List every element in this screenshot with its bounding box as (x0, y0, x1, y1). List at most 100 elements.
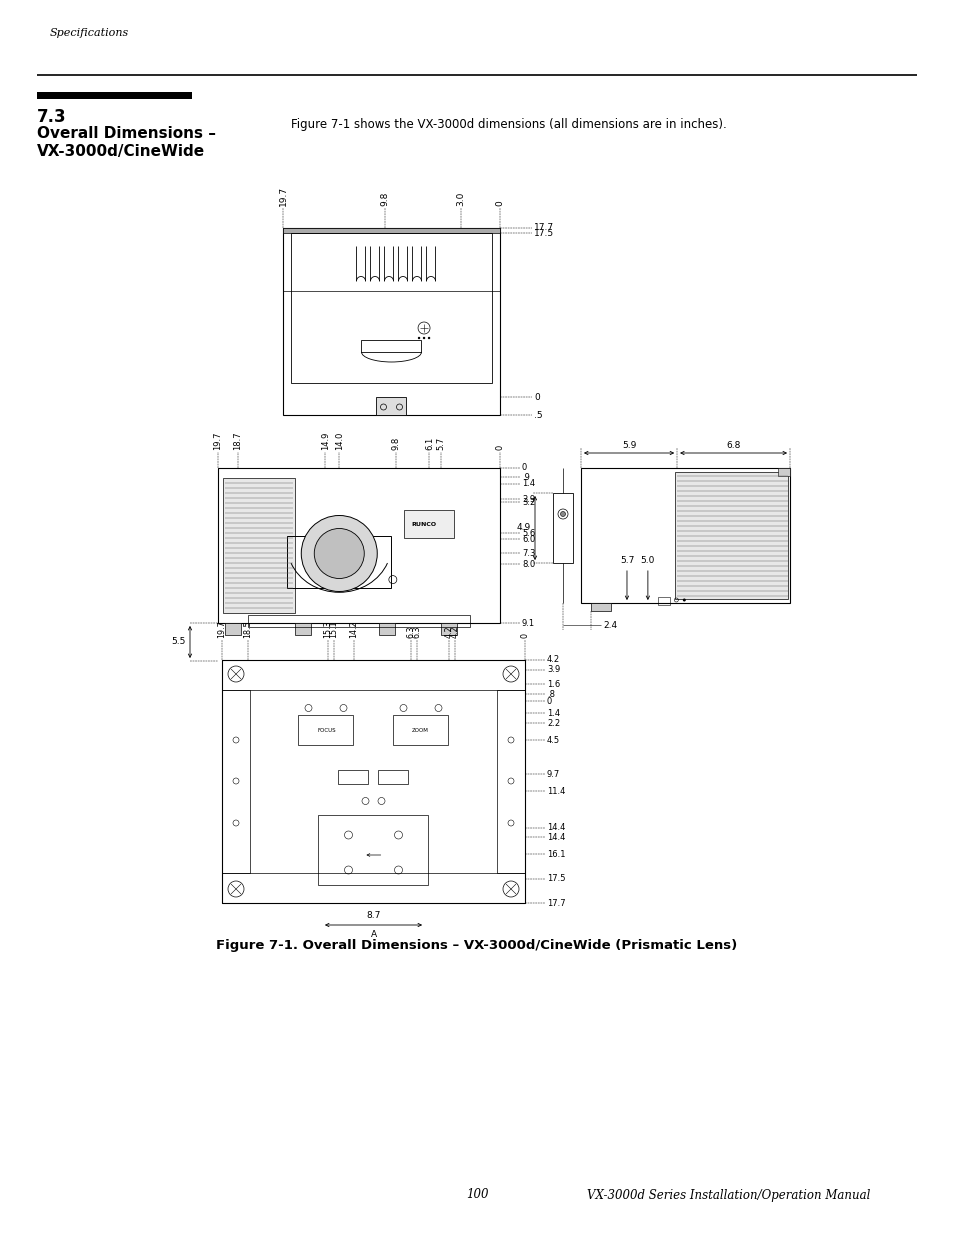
Text: 9.8: 9.8 (380, 191, 389, 206)
Bar (590, 603, 610, 611)
Text: .8: .8 (546, 689, 555, 699)
Bar (361, 340, 421, 352)
Text: 19.7: 19.7 (278, 186, 287, 206)
Text: .9: .9 (521, 473, 529, 482)
Text: FOCUS: FOCUS (316, 727, 335, 732)
Text: 15.3: 15.3 (323, 620, 333, 638)
Bar (580, 468, 789, 603)
Text: 17.7: 17.7 (534, 224, 554, 232)
Text: 5.7: 5.7 (436, 437, 445, 450)
Bar (675, 472, 787, 599)
Bar (393, 715, 448, 745)
Text: 5.7: 5.7 (619, 556, 634, 564)
Circle shape (682, 599, 685, 601)
Text: 5.9: 5.9 (621, 441, 636, 450)
Bar (778, 468, 789, 475)
Text: 0: 0 (520, 634, 529, 638)
Text: 8.0: 8.0 (521, 559, 535, 568)
Text: A: A (370, 930, 376, 939)
Text: 9.8: 9.8 (391, 437, 399, 450)
Text: 9.7: 9.7 (546, 769, 559, 779)
Text: VX-3000d Series Installation/Operation Manual: VX-3000d Series Installation/Operation M… (586, 1188, 869, 1202)
Text: 18.7: 18.7 (233, 431, 242, 450)
Text: 4.2: 4.2 (451, 625, 459, 638)
Text: 6.3: 6.3 (413, 625, 421, 638)
Text: 6.1: 6.1 (424, 437, 434, 450)
Text: 2.9: 2.9 (521, 494, 535, 504)
Text: 4.2: 4.2 (444, 625, 454, 638)
Circle shape (560, 511, 565, 516)
Bar (294, 622, 311, 635)
Text: 14.4: 14.4 (546, 824, 565, 832)
Text: 3.9: 3.9 (546, 666, 559, 674)
Text: 8.7: 8.7 (366, 911, 380, 920)
Text: 18.5: 18.5 (243, 620, 252, 638)
Bar (222, 659, 524, 690)
Text: 19.7: 19.7 (217, 620, 226, 638)
Bar (222, 873, 524, 903)
Text: Figure 7-1. Overall Dimensions – VX-3000d/CineWide (Prismatic Lens): Figure 7-1. Overall Dimensions – VX-3000… (216, 939, 737, 951)
Circle shape (301, 515, 376, 592)
Text: ZOOM: ZOOM (412, 727, 429, 732)
Text: 14.0: 14.0 (335, 431, 343, 450)
Text: 0: 0 (521, 463, 527, 473)
Text: 0: 0 (495, 200, 504, 206)
Bar (37, 91, 192, 99)
Text: 7.3: 7.3 (37, 107, 67, 126)
Text: 6.3: 6.3 (406, 625, 416, 638)
Text: 17.5: 17.5 (546, 874, 565, 883)
Text: 100: 100 (465, 1188, 488, 1202)
Text: 19.7: 19.7 (213, 431, 222, 450)
Bar (291, 233, 492, 383)
Bar (248, 615, 470, 627)
Text: 7.3: 7.3 (521, 548, 535, 558)
Bar (222, 659, 524, 903)
Text: Overall Dimensions –: Overall Dimensions – (37, 126, 215, 141)
Text: 0: 0 (534, 393, 539, 401)
Text: 14.4: 14.4 (546, 832, 565, 842)
Bar (403, 510, 454, 538)
Bar (283, 228, 499, 415)
Text: .5: .5 (534, 410, 542, 420)
Bar (287, 536, 391, 588)
Bar (378, 622, 395, 635)
Text: 17.5: 17.5 (534, 228, 554, 237)
Text: 5.5: 5.5 (172, 637, 186, 646)
Text: 17.7: 17.7 (546, 899, 565, 908)
Text: 0: 0 (546, 697, 552, 706)
Text: 6.0: 6.0 (521, 535, 535, 543)
Text: 2.2: 2.2 (546, 719, 559, 727)
Text: 11.4: 11.4 (546, 787, 565, 795)
Bar (222, 690, 250, 873)
Bar (376, 396, 406, 415)
Circle shape (417, 337, 420, 340)
Text: 4.5: 4.5 (546, 736, 559, 745)
Bar (218, 468, 499, 622)
Circle shape (558, 509, 567, 519)
Text: 4.9: 4.9 (517, 524, 531, 532)
Text: 3.2: 3.2 (521, 498, 535, 506)
Bar (225, 622, 241, 635)
Bar (658, 597, 670, 605)
Circle shape (314, 529, 364, 578)
Text: 9.1: 9.1 (521, 619, 535, 627)
Text: 1.4: 1.4 (521, 479, 535, 488)
Text: 15.1: 15.1 (330, 620, 338, 638)
Text: 4.2: 4.2 (546, 656, 559, 664)
Text: 5.0: 5.0 (640, 556, 655, 564)
Text: Specifications: Specifications (50, 28, 129, 38)
Bar (338, 769, 368, 784)
Bar (283, 228, 499, 233)
Bar (497, 690, 524, 873)
Text: 5.6: 5.6 (521, 529, 535, 537)
Bar (298, 715, 354, 745)
Text: Figure 7-1 shows the VX-3000d dimensions (all dimensions are in inches).: Figure 7-1 shows the VX-3000d dimensions… (291, 119, 726, 131)
Text: 14.9: 14.9 (320, 431, 330, 450)
Circle shape (422, 337, 425, 340)
Bar (378, 769, 408, 784)
Text: 16.1: 16.1 (546, 850, 565, 858)
Text: VX-3000d/CineWide: VX-3000d/CineWide (37, 144, 205, 159)
Bar (553, 493, 573, 563)
Bar (223, 478, 294, 613)
Text: RUNCO: RUNCO (411, 521, 436, 527)
